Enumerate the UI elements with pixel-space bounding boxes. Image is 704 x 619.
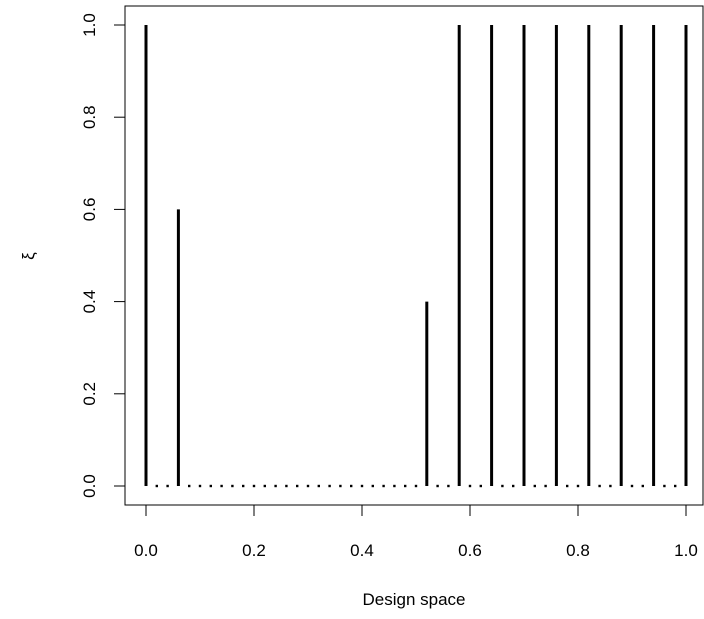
x-tick-label: 0.4 xyxy=(350,541,374,560)
x-tick-label: 0.0 xyxy=(134,541,158,560)
baseline-dot xyxy=(317,484,320,488)
baseline-dot xyxy=(360,484,364,488)
baseline-dot xyxy=(447,484,450,488)
y-axis: 0.0 0.2 0.4 0.6 0.8 1.0 xyxy=(80,13,126,498)
baseline-dot xyxy=(544,484,547,488)
baseline-dot xyxy=(274,484,277,488)
baseline-dot xyxy=(220,484,223,488)
x-tick-label: 1.0 xyxy=(674,541,698,560)
plot-box xyxy=(124,5,704,506)
y-tick-label: 0.6 xyxy=(80,198,99,222)
baseline-dot xyxy=(436,484,439,488)
baseline-dot xyxy=(598,484,601,488)
baseline-dot xyxy=(166,484,169,488)
baseline-dot xyxy=(263,484,266,488)
baseline-dot xyxy=(512,484,515,488)
baseline-dot xyxy=(350,484,353,488)
x-tick-label: 0.8 xyxy=(566,541,590,560)
baseline-dot xyxy=(663,484,666,488)
baseline-dot xyxy=(296,484,299,488)
baseline-dot xyxy=(393,484,396,488)
bars xyxy=(144,25,688,486)
baseline-dot xyxy=(371,484,374,488)
baseline-dot xyxy=(641,484,644,488)
baseline-dot xyxy=(533,484,536,488)
x-axis: 0.0 0.2 0.4 0.6 0.8 1.0 xyxy=(134,504,698,560)
baseline-dot xyxy=(674,484,677,488)
y-tick-label: 0.2 xyxy=(80,382,99,406)
baseline-dot xyxy=(339,484,342,488)
baseline-dot xyxy=(382,484,385,488)
y-tick-label: 0.4 xyxy=(80,290,99,314)
baseline-dot xyxy=(252,484,256,488)
baseline-dot xyxy=(231,484,234,488)
baseline-dot xyxy=(468,484,472,488)
y-tick-label: 0.0 xyxy=(80,474,99,498)
baseline-dot xyxy=(576,484,580,488)
baseline-dot xyxy=(501,484,504,488)
baseline-dot xyxy=(306,484,310,488)
baseline-dot xyxy=(285,484,288,488)
baseline-dot xyxy=(155,484,158,488)
y-axis-title: ξ xyxy=(19,252,38,260)
baseline-dot xyxy=(479,484,482,488)
baseline-dot xyxy=(630,484,634,488)
y-tick-label: 0.8 xyxy=(80,105,99,129)
baseline-dot xyxy=(242,484,245,488)
baseline-dot xyxy=(328,484,331,488)
baseline-dot xyxy=(198,484,202,488)
baseline-dot xyxy=(209,484,212,488)
baseline-dot xyxy=(609,484,612,488)
baseline-dot xyxy=(566,484,569,488)
baseline-dot xyxy=(188,484,191,488)
y-tick-label: 1.0 xyxy=(80,13,99,37)
x-axis-title: Design space xyxy=(362,590,465,609)
dotted-baseline xyxy=(155,484,677,488)
x-tick-label: 0.6 xyxy=(458,541,482,560)
baseline-dot xyxy=(404,484,407,488)
baseline-dot xyxy=(414,484,418,488)
x-tick-label: 0.2 xyxy=(242,541,266,560)
